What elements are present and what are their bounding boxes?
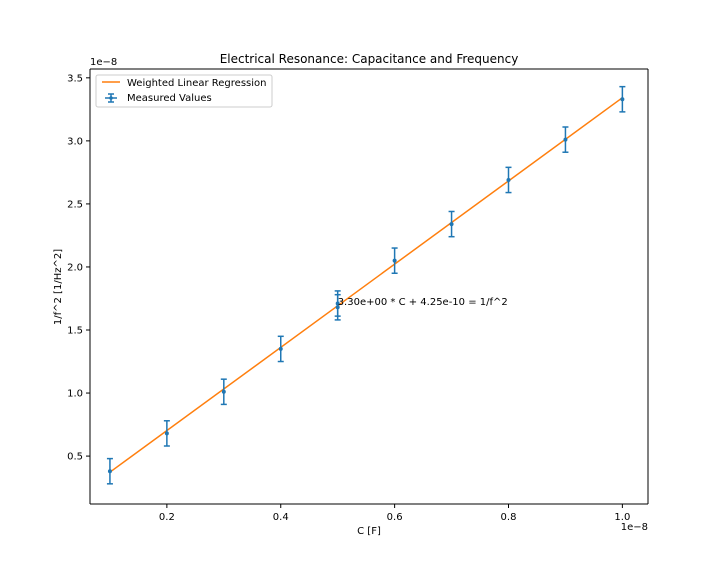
y-tick-label: 3.5 xyxy=(67,73,83,84)
data-point xyxy=(505,166,512,194)
data-point xyxy=(163,420,170,447)
data-point xyxy=(220,378,227,406)
data-point xyxy=(448,210,455,238)
y-tick-label: 3.0 xyxy=(67,136,83,147)
x-tick-label: 0.4 xyxy=(273,512,289,523)
x-tick-label: 1.0 xyxy=(614,512,630,523)
legend-box xyxy=(95,74,273,108)
data-point xyxy=(106,457,113,485)
data-marker xyxy=(335,305,340,310)
y-axis-ticks: 0.5 1.0 1.5 2.0 2.5 3.0 3.5 xyxy=(67,73,90,463)
y-tick-label: 2.0 xyxy=(67,262,83,273)
data-marker xyxy=(449,222,454,227)
x-axis-ticks: 0.2 0.4 0.6 0.8 1.0 xyxy=(159,504,630,523)
data-layer xyxy=(106,85,626,485)
x-tick-label: 0.8 xyxy=(501,512,517,523)
data-marker xyxy=(278,346,283,351)
x-axis-multiplier: 1e−8 xyxy=(621,522,648,533)
chart-title: Electrical Resonance: Capacitance and Fr… xyxy=(220,52,519,66)
data-point xyxy=(334,293,341,321)
x-tick-label: 0.2 xyxy=(159,512,175,523)
x-tick-label: 0.6 xyxy=(387,512,403,523)
y-tick-label: 1.5 xyxy=(67,326,83,337)
data-marker xyxy=(506,177,511,182)
fit-layer xyxy=(109,97,623,473)
legend-measured-label: Measured Values xyxy=(127,93,212,104)
data-marker xyxy=(392,258,397,263)
data-marker xyxy=(164,431,169,436)
plot-area xyxy=(90,69,648,504)
fit-line xyxy=(109,97,623,473)
y-axis-multiplier: 1e−8 xyxy=(90,57,117,68)
legend: Weighted Linear Regression Measured Valu… xyxy=(95,74,273,108)
y-tick-label: 1.0 xyxy=(67,389,83,400)
data-point xyxy=(619,85,626,113)
y-tick-label: 2.5 xyxy=(67,199,83,210)
data-point xyxy=(391,247,398,275)
data-marker xyxy=(563,137,568,142)
data-point xyxy=(562,126,569,153)
x-axis-label: C [F] xyxy=(357,526,381,537)
y-tick-label: 0.5 xyxy=(67,452,83,463)
fit-equation-annotation: 3.30e+00 * C + 4.25e-10 = 1/f^2 xyxy=(338,297,508,308)
axes-frame xyxy=(89,68,649,505)
data-marker xyxy=(107,469,112,474)
y-axis-label: 1/f^2 [1/Hz^2] xyxy=(53,249,64,325)
legend-measured-swatch-marker xyxy=(109,96,113,100)
data-marker xyxy=(620,97,625,102)
legend-measured-swatch xyxy=(105,93,117,103)
data-point xyxy=(277,335,284,363)
legend-fit-label: Weighted Linear Regression xyxy=(127,78,266,89)
data-marker xyxy=(221,389,226,394)
